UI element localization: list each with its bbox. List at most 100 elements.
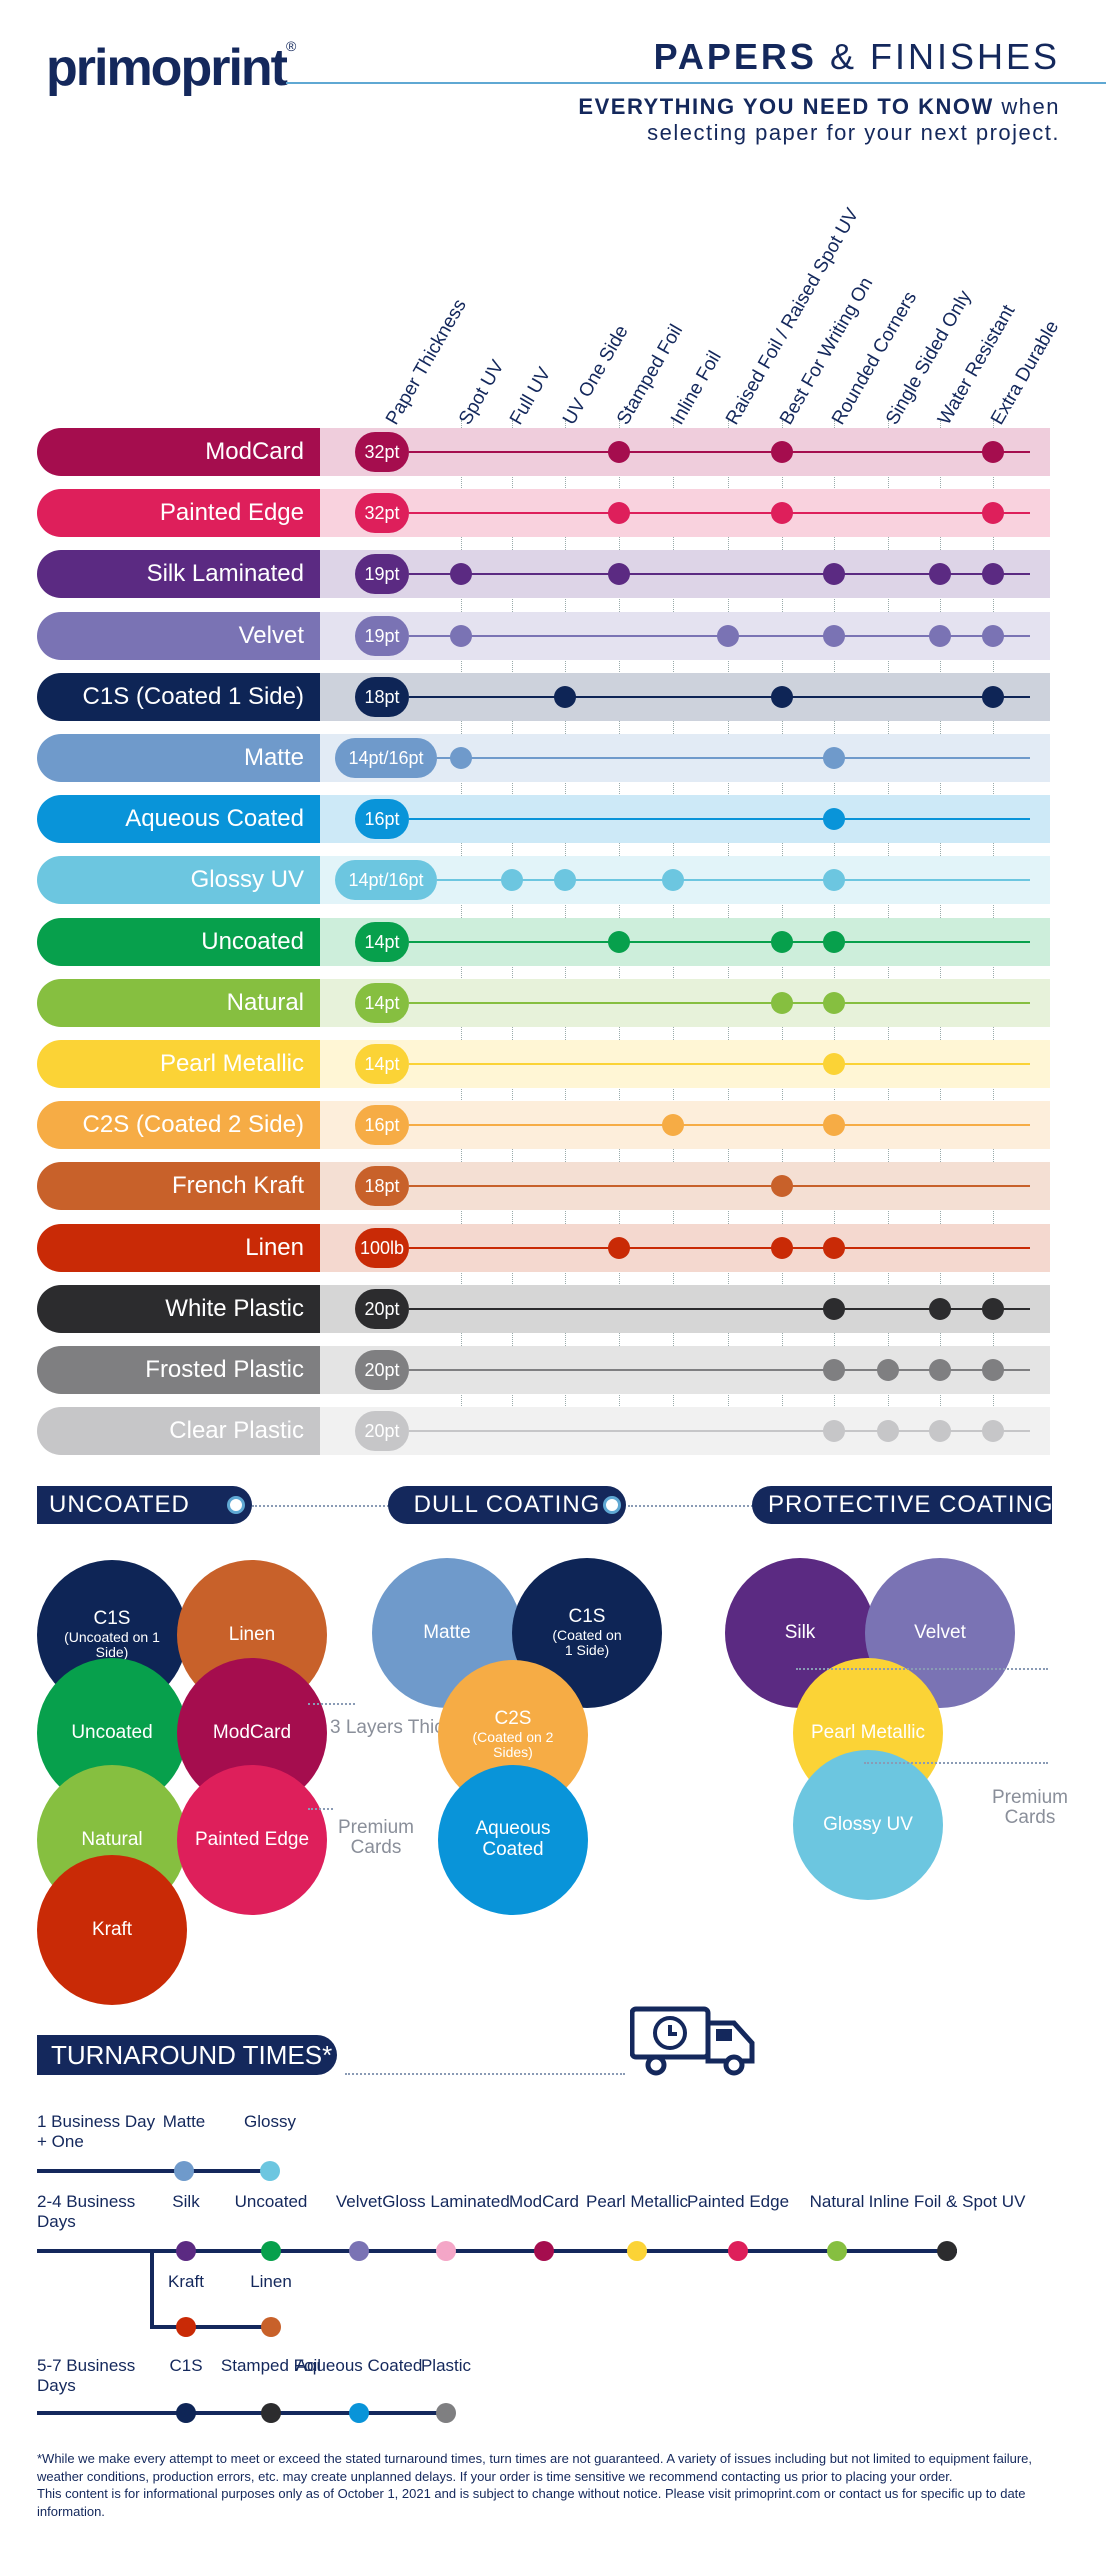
feature-dot xyxy=(982,441,1004,463)
timeline-dot xyxy=(436,2403,456,2423)
row-line xyxy=(409,573,1030,576)
connector-line xyxy=(345,2073,625,2075)
row-line xyxy=(409,1369,1030,1371)
feature-dot xyxy=(823,1297,845,1320)
timeline-label: Stamped Foil xyxy=(220,2356,322,2375)
timeline-dot xyxy=(349,2241,369,2261)
timeline-dot xyxy=(937,2241,957,2261)
connector-line xyxy=(252,1505,392,1507)
delivery-truck-icon xyxy=(629,2005,758,2077)
thickness-badge: 19pt xyxy=(355,554,409,595)
timeline-line xyxy=(150,2325,274,2329)
row-line xyxy=(409,512,1030,515)
paper-name-label: C1S (Coated 1 Side) xyxy=(37,672,320,721)
feature-dot xyxy=(450,624,472,647)
timeline-label: 2-4 Business Days xyxy=(37,2192,136,2231)
timeline-line xyxy=(150,2249,154,2327)
timeline-label: Natural xyxy=(809,2192,865,2211)
thickness-badge: 100lb xyxy=(355,1227,409,1268)
subtitle-line-1: EVERYTHING YOU NEED TO KNOW when xyxy=(578,94,1060,119)
paper-name-label: Clear Plastic xyxy=(37,1407,320,1456)
timeline-dot xyxy=(176,2241,196,2261)
timeline-dot xyxy=(261,2403,281,2423)
timeline-label: C1S xyxy=(169,2356,203,2375)
paper-name-label: Painted Edge xyxy=(37,489,320,538)
feature-dot xyxy=(982,624,1004,647)
timeline-dot xyxy=(436,2241,456,2261)
timeline-dot xyxy=(349,2403,369,2423)
row-line xyxy=(409,818,1030,821)
feature-dot xyxy=(823,624,845,647)
timeline-label: Aqueous Coated xyxy=(295,2356,423,2375)
paper-name-label: ModCard xyxy=(37,428,320,476)
feature-dot xyxy=(771,991,793,1014)
feature-dot xyxy=(823,563,845,586)
timeline-dot xyxy=(261,2317,281,2337)
layers-note: 3 Layers Thick xyxy=(330,1717,454,1738)
thickness-badge: 14pt xyxy=(355,921,409,962)
timeline-label: Pearl Metallic xyxy=(585,2192,689,2211)
thickness-badge: 20pt xyxy=(355,1288,409,1329)
timeline-dot xyxy=(827,2241,847,2261)
feature-dot xyxy=(771,1175,793,1198)
feature-dot xyxy=(608,1236,630,1259)
row-line xyxy=(409,1430,1030,1433)
thickness-badge: 14pt/16pt xyxy=(335,860,437,901)
timeline-label: Velvet xyxy=(335,2192,383,2211)
feature-dot xyxy=(554,685,576,708)
timeline-line xyxy=(37,2249,957,2253)
timeline-label: Matte xyxy=(162,2112,206,2131)
paper-name-label: Velvet xyxy=(37,611,320,660)
thickness-badge: 18pt xyxy=(355,1166,409,1207)
thickness-badge: 20pt xyxy=(355,1350,409,1390)
paper-name-label: C2S (Coated 2 Side) xyxy=(37,1101,320,1150)
feature-dot xyxy=(823,1053,845,1075)
feature-dot xyxy=(982,1359,1004,1381)
row-line xyxy=(437,879,1030,882)
column-header: Spot UV xyxy=(455,356,509,429)
turnaround-heading: TURNAROUND TIMES* xyxy=(37,2035,337,2075)
page-title: PAPERS & FINISHES xyxy=(653,36,1060,77)
feature-dot xyxy=(771,441,793,463)
paper-name-label: Uncoated xyxy=(37,917,320,966)
thickness-badge: 14pt/16pt xyxy=(335,738,437,778)
timeline-line xyxy=(37,2411,455,2415)
timeline-label: Kraft xyxy=(168,2272,204,2291)
feature-dot xyxy=(929,1359,951,1381)
feature-dot xyxy=(823,1114,845,1137)
thickness-badge: 32pt xyxy=(355,432,409,472)
feature-dot xyxy=(771,685,793,708)
timeline-label: Glossy xyxy=(244,2112,296,2131)
timeline-label: Inline Foil & Spot UV xyxy=(868,2192,1026,2211)
disclaimer-text: *While we make every attempt to meet or … xyxy=(37,2451,1033,2484)
feature-dot xyxy=(771,1236,793,1259)
timeline-label: Plastic xyxy=(420,2356,472,2375)
feature-dot xyxy=(554,869,576,892)
feature-dot xyxy=(877,1420,899,1443)
row-line xyxy=(409,1001,1030,1004)
row-line xyxy=(409,1124,1030,1127)
feature-dot xyxy=(771,502,793,525)
feature-dot xyxy=(608,930,630,953)
column-header: Inline Foil xyxy=(667,347,726,429)
thickness-badge: 19pt xyxy=(355,615,409,656)
timeline-dot xyxy=(176,2317,196,2337)
paper-name-label: Frosted Plastic xyxy=(37,1346,320,1394)
feature-dot xyxy=(877,1359,899,1381)
feature-dot xyxy=(982,1297,1004,1320)
timeline-label: ModCard xyxy=(509,2192,579,2211)
thickness-badge: 16pt xyxy=(355,799,409,840)
timeline-label: Painted Edge xyxy=(686,2192,790,2211)
row-line xyxy=(409,1307,1030,1310)
feature-dot xyxy=(929,1420,951,1443)
protective-coating-heading: PROTECTIVE COATING xyxy=(752,1486,1053,1524)
thickness-badge: 20pt xyxy=(355,1411,409,1452)
timeline-dot xyxy=(176,2403,196,2423)
feature-dot xyxy=(771,930,793,953)
uncoated-heading: UNCOATED xyxy=(37,1486,252,1524)
paper-name-label: French Kraft xyxy=(37,1162,320,1211)
feature-dot xyxy=(982,685,1004,708)
timeline-dot xyxy=(728,2241,748,2261)
glossy-uv-circle: Glossy UV xyxy=(793,1750,943,1900)
timeline-label: 1 Business Day + One xyxy=(37,2112,156,2151)
